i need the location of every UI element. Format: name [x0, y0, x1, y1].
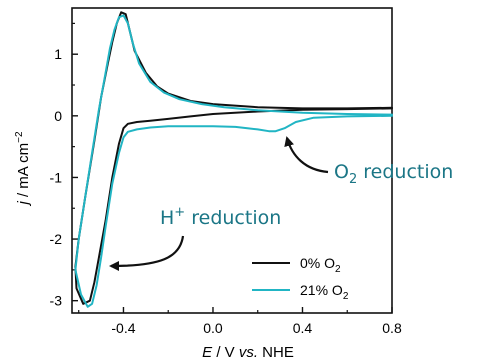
y-axis-ticks: -3 -2 -1 0 1: [50, 22, 78, 309]
o2-arrow: [284, 136, 329, 174]
y-tick-label: -3: [50, 293, 63, 309]
plot-frame: [71, 7, 393, 314]
annotation-h-reduction: H+ reduction: [109, 205, 281, 271]
x-tick-label: 0.4: [293, 320, 313, 336]
h-arrow: [109, 235, 185, 271]
series-line-1: [74, 14, 393, 308]
svg-text:O2 reduction: O2 reduction: [334, 161, 453, 187]
legend-label-0: 0% O2: [300, 255, 341, 275]
x-tick-label: 0.8: [382, 320, 402, 336]
x-axis-title: E / V vs. NHE: [202, 344, 294, 361]
y-tick-label: 1: [54, 46, 62, 62]
y-tick-label: 0: [54, 108, 62, 124]
x-axis-ticks: -0.4 0.0 0.4 0.8: [78, 307, 402, 336]
legend-label-1: 21% O2: [300, 282, 349, 302]
annotation-o2-reduction: O2 reduction: [284, 136, 453, 187]
series-line-0: [74, 11, 393, 305]
y-tick-label: -2: [50, 231, 63, 247]
series-group: [74, 11, 393, 308]
svg-text:H+ reduction: H+ reduction: [160, 205, 281, 229]
y-tick-label: -1: [50, 169, 63, 185]
y-axis-title: j / mA cm−2: [14, 131, 32, 207]
x-tick-label: -0.4: [111, 320, 135, 336]
x-tick-label: 0.0: [203, 320, 223, 336]
legend: 0% O2 21% O2: [252, 255, 349, 302]
